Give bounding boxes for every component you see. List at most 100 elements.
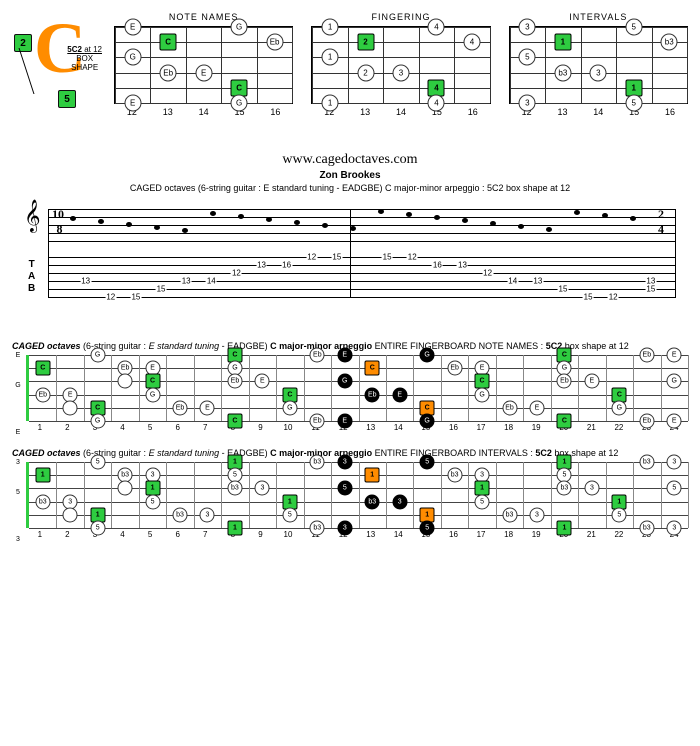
staff-note <box>490 221 496 226</box>
staff-note <box>546 227 552 232</box>
fret-numbers: 1213141516 <box>311 107 490 117</box>
fingerboard-note <box>118 374 133 389</box>
full-fingerboard-section: CAGED octaves (6-string guitar : E stand… <box>12 341 688 539</box>
site-url: www.cagedoctaves.com <box>12 152 688 168</box>
fret-note: 2 <box>357 34 374 51</box>
fret-note: E <box>195 64 212 81</box>
fingerboard-note: 3 <box>337 521 352 536</box>
fingerboard-note: 5 <box>337 481 352 496</box>
fingerboard-note: Eb <box>639 348 654 363</box>
fingerboard-note: b3 <box>639 455 654 470</box>
fret-note: G <box>231 19 248 36</box>
fret-note: 5 <box>625 95 642 112</box>
fingerboard-note: b3 <box>227 481 242 496</box>
fingerboard-note: C <box>365 361 380 376</box>
fret-note: Eb <box>266 34 283 51</box>
author: Zon Brookes <box>12 170 688 181</box>
fret-numbers-full: 123456789101112131415161718192021222324 <box>26 423 688 432</box>
fingerboard-note: 5 <box>612 507 627 522</box>
fingerboard-note: 3 <box>200 507 215 522</box>
marker-bottom: 5 <box>58 90 76 108</box>
open-string-note: E <box>12 349 24 361</box>
tab-number: 15 <box>558 285 569 294</box>
tab-number: 12 <box>105 293 116 302</box>
staff-note <box>154 225 160 230</box>
staff-note <box>98 219 104 224</box>
fingerboard-note: b3 <box>365 494 380 509</box>
tab-number: 12 <box>608 293 619 302</box>
fret-note: G <box>231 95 248 112</box>
tab-number: 16 <box>281 261 292 270</box>
tab-number: 12 <box>306 253 317 262</box>
fingerboard-note: b3 <box>173 507 188 522</box>
staff-note <box>574 210 580 215</box>
staff-note <box>406 212 412 217</box>
mini-diagram-title: INTERVALS <box>509 12 688 22</box>
fingerboard-note: Eb <box>557 374 572 389</box>
fingerboard-note: E <box>200 400 215 415</box>
fingerboard-note: 3 <box>584 481 599 496</box>
fret-note: 4 <box>428 19 445 36</box>
fret-note: 3 <box>519 19 536 36</box>
fingerboard-note: Eb <box>447 361 462 376</box>
fingerboard-note: G <box>337 374 352 389</box>
fingerboard-note: b3 <box>502 507 517 522</box>
tab-number: 13 <box>80 277 91 286</box>
tab-number: 15 <box>156 285 167 294</box>
tab-number: 16 <box>432 261 443 270</box>
fingerboard-note: 5 <box>420 455 435 470</box>
fingerboard-note: 3 <box>667 455 682 470</box>
fingerboard-note: 5 <box>667 481 682 496</box>
caged-shape-icon: C 2 5 5C2 at 12BOXSHAPE <box>12 12 102 122</box>
fingerboard-note: C <box>227 414 242 429</box>
fret-note: 3 <box>519 95 536 112</box>
full-fret-grid: GCEbEGCEbECEbEGCEbEGCEbEGCEbEGEbEGCEbEGC… <box>26 355 688 421</box>
fingerboard-note: 3 <box>667 521 682 536</box>
fingerboard-note: 1 <box>365 468 380 483</box>
staff-note <box>182 228 188 233</box>
staff-note <box>266 217 272 222</box>
fingerboard-note: 3 <box>337 455 352 470</box>
tab-number: 12 <box>231 269 242 278</box>
staff-note <box>126 222 132 227</box>
fret-note: 1 <box>322 19 339 36</box>
fret-note: 1 <box>554 34 571 51</box>
fingerboard-note: 5 <box>90 455 105 470</box>
fret-note: 2 <box>357 64 374 81</box>
full-fret-grid: 51b3351b331b3351b3351b3351b335b3351b3351… <box>26 462 688 528</box>
fret-note: b3 <box>661 34 678 51</box>
fingerboard-note: 3 <box>255 481 270 496</box>
fret-note: Eb <box>160 64 177 81</box>
staff-description: CAGED octaves (6-string guitar : E stand… <box>12 183 688 193</box>
time-signature: 10 8 <box>52 207 64 237</box>
tab-number: 13 <box>181 277 192 286</box>
fingerboard-note: G <box>282 400 297 415</box>
mini-diagram: INTERVALS351b35b331351213141516 <box>509 12 688 117</box>
fingerboard-note: G <box>90 414 105 429</box>
fingerboard-note: 5 <box>145 494 160 509</box>
fingerboard-note: G <box>612 400 627 415</box>
fingerboard-note: E <box>392 387 407 402</box>
time-signature-end: 24 <box>658 207 664 237</box>
fingerboard-note: Eb <box>639 414 654 429</box>
fingerboard-note: b3 <box>310 455 325 470</box>
fingerboard-note: 3 <box>529 507 544 522</box>
fret-numbers: 1213141516 <box>114 107 293 117</box>
fingerboard-note <box>63 400 78 415</box>
tab-number: 13 <box>532 277 543 286</box>
fingerboard-note: Eb <box>35 387 50 402</box>
fingerboard-note: Eb <box>173 400 188 415</box>
staff-note <box>602 213 608 218</box>
tab-label: TAB <box>28 259 35 295</box>
fingerboard-note: E <box>337 414 352 429</box>
mini-diagram-title: FINGERING <box>311 12 490 22</box>
open-string-note: G <box>12 380 24 392</box>
open-string-note: 3 <box>12 456 24 468</box>
staff-note <box>238 214 244 219</box>
fingerboard-note: 5 <box>475 494 490 509</box>
staff-note <box>434 215 440 220</box>
mini-diagram: FINGERING14241234141213141516 <box>311 12 490 117</box>
fret-numbers: 1213141516 <box>509 107 688 117</box>
fingerboard-note: E <box>337 348 352 363</box>
fingerboard-note: Eb <box>310 348 325 363</box>
